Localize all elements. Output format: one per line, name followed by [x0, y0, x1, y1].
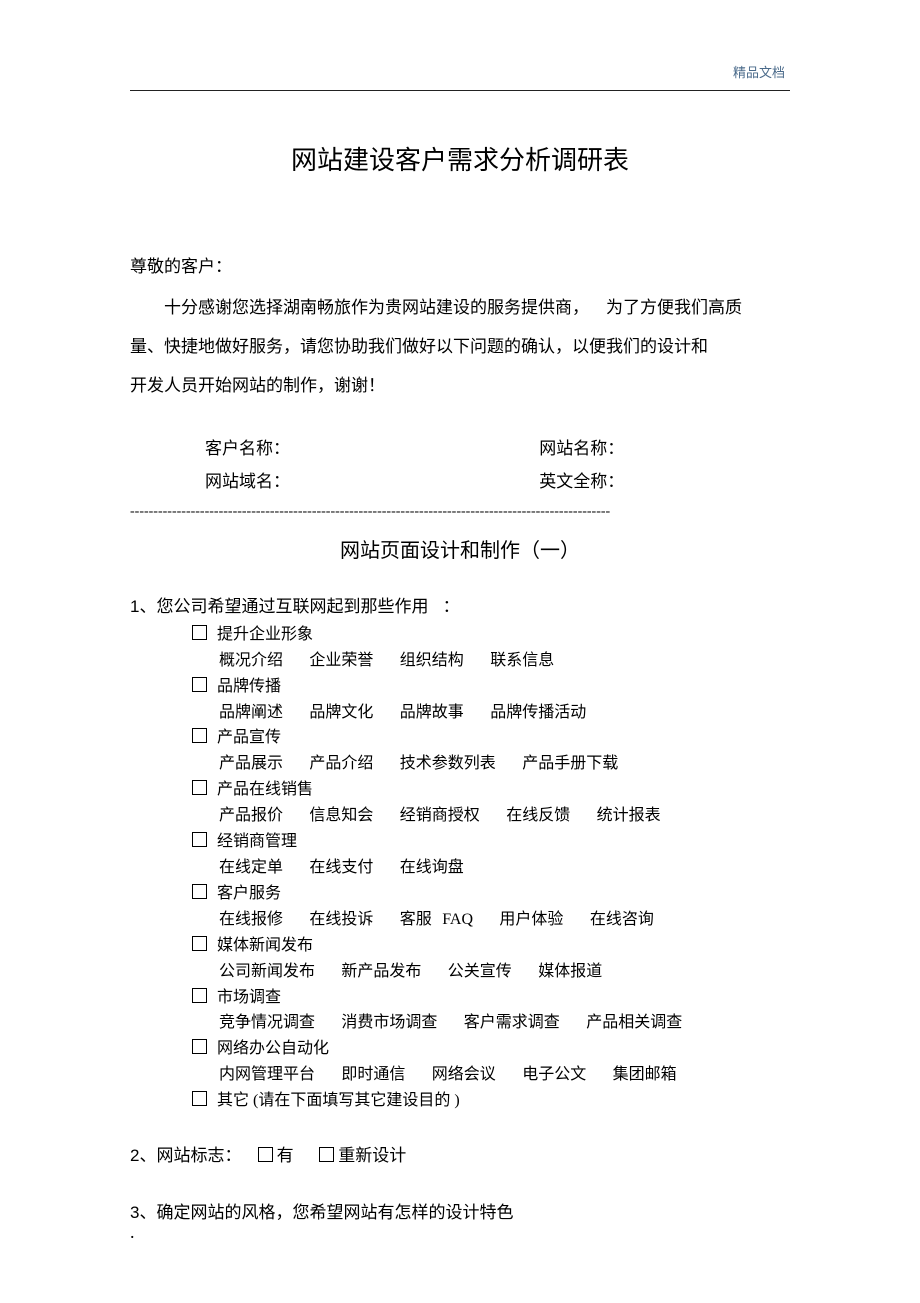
q3-text: 、确定网站的风格，您希望网站有怎样的设计特色	[139, 1203, 513, 1222]
q1-option: 经销商管理	[192, 829, 790, 855]
checkbox-icon[interactable]	[192, 625, 207, 640]
q1-option-subitems: 概况介绍 企业荣誉 组织结构 联系信息	[219, 648, 790, 674]
q1-option: 产品宣传	[192, 725, 790, 751]
q1-option: 客户服务	[192, 881, 790, 907]
intro-text-3: 开发人员开始网站的制作，谢谢！	[130, 376, 385, 395]
checkbox-icon[interactable]	[258, 1147, 273, 1162]
checkbox-icon[interactable]	[192, 988, 207, 1003]
q1-text: 、您公司希望通过互联网起到那些作用	[139, 597, 428, 616]
checkbox-icon[interactable]	[192, 677, 207, 692]
checkbox-icon[interactable]	[192, 780, 207, 795]
q1-option: 产品在线销售	[192, 777, 790, 803]
q1-option: 网络办公自动化	[192, 1036, 790, 1062]
q1-option-label: 网络办公自动化	[217, 1040, 329, 1057]
q1-option-subitems: 内网管理平台 即时通信 网络会议 电子公文 集团邮箱	[219, 1062, 790, 1088]
q1-option-label: 产品宣传	[217, 729, 281, 746]
checkbox-icon[interactable]	[192, 728, 207, 743]
question-2: 2、网站标志： 有 重新设计	[130, 1142, 790, 1171]
dashed-divider: ----------------------------------------…	[130, 504, 790, 520]
q2-text: 、网站标志：	[139, 1146, 241, 1165]
q1-option-label: 经销商管理	[217, 833, 297, 850]
info-row-2: 网站域名： 英文全称：	[130, 466, 790, 498]
q2-opt1: 有	[277, 1146, 294, 1165]
q1-option-subitems: 在线定单 在线支付 在线询盘	[219, 855, 790, 881]
q1-option-subitems: 竞争情况调查 消费市场调查 客户需求调查 产品相关调查	[219, 1010, 790, 1036]
intro-text-1a: 十分感谢您选择湖南畅旅作为贵网站建设的服务提供商，	[164, 298, 589, 317]
checkbox-icon[interactable]	[192, 1091, 207, 1106]
section-subtitle: 网站页面设计和制作（一）	[130, 534, 790, 563]
domain-label: 网站域名：	[205, 466, 535, 498]
q1-option-label: 媒体新闻发布	[217, 937, 313, 954]
q1-option-subitems: 产品报价 信息知会 经销商授权 在线反馈 统计报表	[219, 803, 790, 829]
q1-option: 市场调查	[192, 985, 790, 1011]
q1-option-label: 市场调查	[217, 989, 281, 1006]
q1-option: 提升企业形象	[192, 622, 790, 648]
q1-option-subitems: 品牌阐述 品牌文化 品牌故事 品牌传播活动	[219, 700, 790, 726]
english-label: 英文全称：	[539, 466, 624, 498]
q1-options: 提升企业形象概况介绍 企业荣誉 组织结构 联系信息品牌传播品牌阐述 品牌文化 品…	[192, 622, 790, 1114]
intro-paragraph: 十分感谢您选择湖南畅旅作为贵网站建设的服务提供商， 为了方便我们高质 量、快捷地…	[130, 288, 790, 405]
salutation: 尊敬的客户：	[130, 247, 790, 286]
question-3: 3、确定网站的风格，您希望网站有怎样的设计特色	[130, 1199, 790, 1228]
document-title: 网站建设客户需求分析调研表	[130, 140, 790, 177]
checkbox-icon[interactable]	[319, 1147, 334, 1162]
footer-dot: .	[130, 1222, 135, 1243]
site-name-label: 网站名称：	[539, 433, 624, 465]
q1-option: 品牌传播	[192, 674, 790, 700]
q1-option-subitems: 在线报修 在线投诉 客服 FAQ 用户体验 在线咨询	[219, 907, 790, 933]
q1-option: 媒体新闻发布	[192, 933, 790, 959]
document-page: 精品文档 网站建设客户需求分析调研表 尊敬的客户： 十分感谢您选择湖南畅旅作为贵…	[0, 0, 920, 1303]
header-rule	[130, 90, 790, 91]
header-tag: 精品文档	[733, 62, 785, 81]
checkbox-icon[interactable]	[192, 1039, 207, 1054]
q1-option-label: 产品在线销售	[217, 781, 313, 798]
info-row-1: 客户名称： 网站名称：	[130, 433, 790, 465]
q1-option-label: 客户服务	[217, 885, 281, 902]
question-1: 1、您公司希望通过互联网起到那些作用 ：	[130, 593, 790, 622]
q1-option-label: 其它 (请在下面填写其它建设目的 )	[217, 1092, 460, 1109]
intro-text-2: 量、快捷地做好服务，请您协助我们做好以下问题的确认，以便我们的设计和	[130, 337, 708, 356]
q2-opt2: 重新设计	[338, 1146, 406, 1165]
q1-option-subitems: 产品展示 产品介绍 技术参数列表 产品手册下载	[219, 751, 790, 777]
checkbox-icon[interactable]	[192, 832, 207, 847]
checkbox-icon[interactable]	[192, 936, 207, 951]
q1-option-label: 提升企业形象	[217, 626, 313, 643]
q1-colon: ：	[443, 597, 460, 616]
checkbox-icon[interactable]	[192, 884, 207, 899]
customer-name-label: 客户名称：	[205, 433, 535, 465]
q1-option: 其它 (请在下面填写其它建设目的 )	[192, 1088, 790, 1114]
intro-text-1b: 为了方便我们高质	[606, 298, 742, 317]
q1-option-subitems: 公司新闻发布 新产品发布 公关宣传 媒体报道	[219, 959, 790, 985]
q1-option-label: 品牌传播	[217, 678, 281, 695]
